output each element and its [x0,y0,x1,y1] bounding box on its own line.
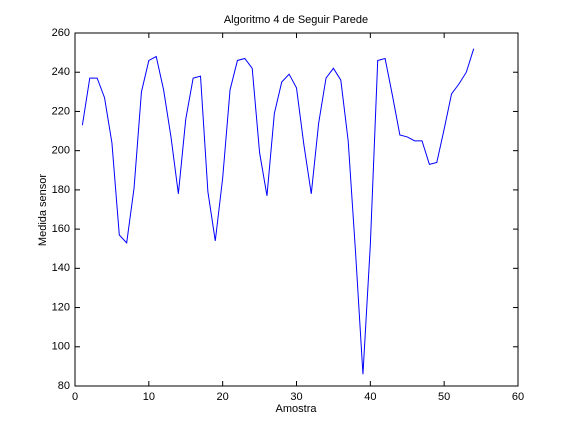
x-tick-label: 30 [290,391,302,403]
y-tick-label: 200 [52,145,70,157]
chart-title: Algoritmo 4 de Seguir Parede [224,14,368,26]
y-tick-label: 260 [52,27,70,39]
y-tick-label: 100 [52,341,70,353]
x-tick-label: 10 [143,391,155,403]
x-tick-label: 50 [438,391,450,403]
y-tick-label: 140 [52,262,70,274]
y-tick-label: 160 [52,223,70,235]
x-axis-label: Amostra [276,403,318,415]
x-tick-label: 60 [512,391,524,403]
y-tick-label: 240 [52,66,70,78]
x-tick-label: 0 [72,391,78,403]
y-tick-label: 220 [52,105,70,117]
y-tick-label: 180 [52,184,70,196]
x-tick-label: 40 [364,391,376,403]
y-tick-label: 80 [58,380,70,392]
y-axis-label: Medida sensor [37,174,49,246]
x-tick-label: 20 [217,391,229,403]
y-tick-label: 120 [52,301,70,313]
data-line [81,48,475,375]
